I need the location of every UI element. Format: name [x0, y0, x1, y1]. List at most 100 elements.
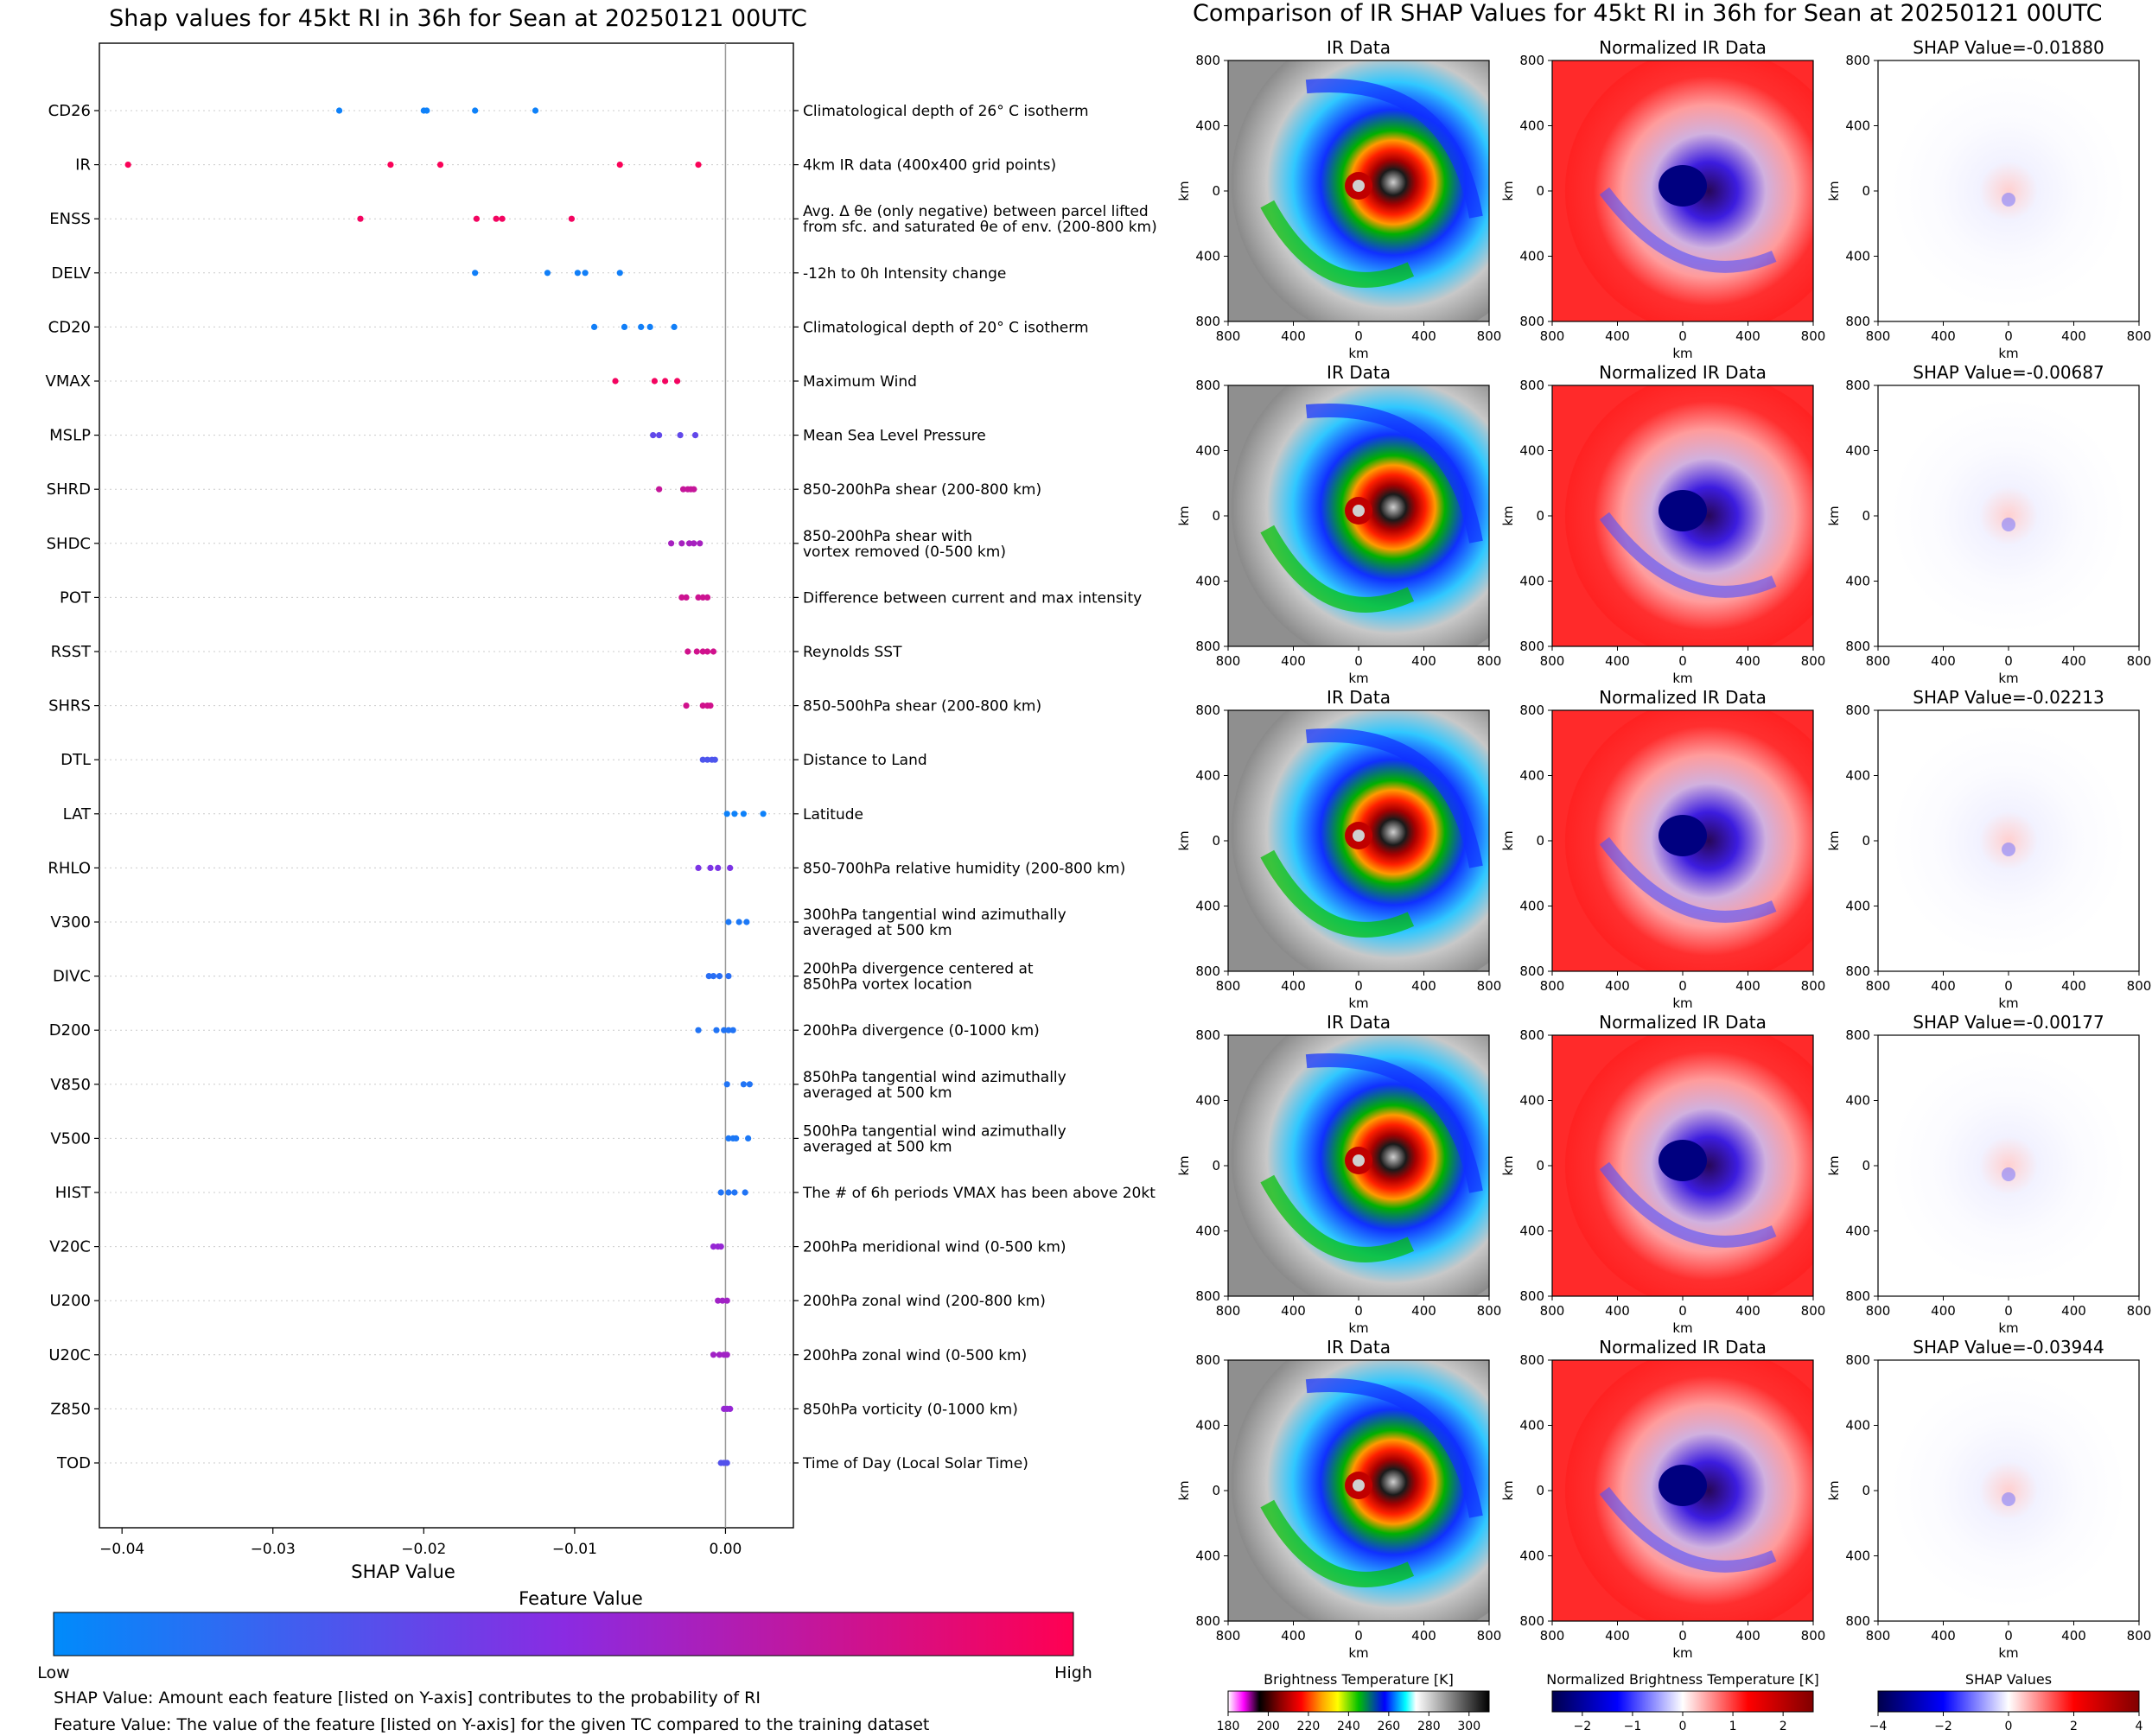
- panel-y-tick-label: 400: [1195, 1093, 1220, 1109]
- panel-x-tick-label: 800: [1866, 1628, 1891, 1644]
- x-tick-label: −0.02: [401, 1541, 446, 1558]
- panel-y-tick-label: 400: [1195, 1418, 1220, 1434]
- shap-point: [532, 107, 539, 114]
- panel-y-tick-label: 800: [1519, 1613, 1544, 1629]
- shap-point: [473, 215, 481, 222]
- ir-rainband: [1305, 1053, 1483, 1193]
- ir-rainband: [1260, 849, 1415, 938]
- norm-panel: 80080040040000400400800800kmkmNormalized…: [1500, 1337, 1825, 1661]
- shap-center: [2002, 1492, 2015, 1506]
- shap-point: [713, 1027, 720, 1033]
- feature-description: 850-700hPa relative humidity (200-800 km…: [803, 860, 1125, 877]
- plot-frame: [99, 42, 794, 1529]
- panel-x-tick-label: 0: [1678, 653, 1687, 669]
- panel-y-tick-label: 400: [1519, 1418, 1544, 1434]
- panel-y-tick-label: 400: [1845, 118, 1870, 134]
- shap-point: [574, 270, 581, 277]
- panel-x-tick-label: 800: [1801, 978, 1826, 994]
- panel-y-label: km: [1500, 1480, 1516, 1500]
- panel-x-tick-label: 400: [1605, 1628, 1630, 1644]
- feature-label: DIVC: [53, 968, 91, 986]
- shap-point: [740, 1081, 747, 1088]
- panel-title: IR Data: [1327, 1337, 1391, 1358]
- panel-y-tick-label: 400: [1195, 443, 1220, 459]
- feature-label: V300: [50, 913, 91, 932]
- shap-point: [650, 432, 657, 439]
- feature-label: D200: [49, 1021, 91, 1040]
- colorbar-tick-label: −2: [1574, 1720, 1592, 1733]
- panel-title: SHAP Value=-0.03944: [1913, 1337, 2104, 1358]
- panel-x-tick-label: 0: [1678, 328, 1687, 344]
- feature-label: RHLO: [48, 859, 91, 877]
- shap-point: [715, 1297, 722, 1304]
- panel-y-tick-label: 400: [1519, 1224, 1544, 1239]
- panel-y-tick-label: 800: [1195, 1352, 1220, 1368]
- colorbar-title: Normalized Brightness Temperature [K]: [1546, 1671, 1819, 1688]
- ir-eye: [1353, 505, 1365, 517]
- feature-label: POT: [60, 588, 92, 607]
- ir-rainband: [1260, 1174, 1415, 1262]
- colorbar-tick-label: −2: [1934, 1720, 1952, 1733]
- x-axis-label: SHAP Value: [351, 1561, 455, 1582]
- footnote-feature-value: Feature Value: The value of the feature …: [54, 1715, 930, 1734]
- shap-point: [727, 864, 734, 872]
- shap-point: [710, 973, 717, 980]
- shap-point: [715, 864, 722, 872]
- feature-description: 850hPa tangential wind azimuthally: [803, 1069, 1066, 1086]
- panel-x-tick-label: 800: [1866, 653, 1891, 669]
- ir-rainband: [1305, 404, 1483, 544]
- colorbar-tick-label: 1: [1729, 1720, 1737, 1733]
- shap-point: [695, 594, 702, 601]
- panel-x-tick-label: 0: [1678, 1303, 1687, 1319]
- colorbar-tick-label: −1: [1624, 1720, 1642, 1733]
- panel-x-tick-label: 400: [1281, 1303, 1306, 1319]
- panel-y-tick-label: 0: [1212, 183, 1220, 199]
- panel-x-label: km: [1998, 1320, 2018, 1336]
- panel-x-tick-label: 0: [1354, 1628, 1363, 1644]
- panel-y-label: km: [1826, 181, 1842, 200]
- panel-x-label: km: [1672, 1320, 1692, 1336]
- panel-x-tick-label: 800: [1801, 1303, 1826, 1319]
- panel-x-tick-label: 800: [1866, 328, 1891, 344]
- panel-y-tick-label: 0: [1212, 1158, 1220, 1173]
- feature-description: 850-200hPa shear with: [803, 528, 972, 545]
- panel-x-tick-label: 800: [1540, 328, 1565, 344]
- panel-title: IR Data: [1327, 1012, 1391, 1033]
- panel-y-tick-label: 800: [1195, 314, 1220, 329]
- norm-core: [1659, 1140, 1707, 1181]
- panel-x-tick-label: 400: [2061, 1628, 2086, 1644]
- feature-description: 200hPa divergence (0-1000 km): [803, 1022, 1040, 1040]
- shap-field: [1891, 723, 2126, 958]
- panel-x-label: km: [1672, 671, 1692, 686]
- panel-x-tick-label: 800: [1216, 1628, 1241, 1644]
- feature-description: Distance to Land: [803, 752, 927, 769]
- shap-point: [621, 323, 628, 330]
- feature-description: from sfc. and saturated θe of env. (200-…: [803, 219, 1157, 236]
- panel-y-tick-label: 400: [1519, 1548, 1544, 1564]
- feature-description: averaged at 500 km: [803, 922, 952, 939]
- x-tick-label: −0.03: [251, 1541, 296, 1558]
- panel-y-tick-label: 400: [1195, 768, 1220, 784]
- shap-point: [472, 270, 479, 277]
- feature-label: HIST: [55, 1184, 92, 1202]
- panel-x-tick-label: 0: [1354, 1303, 1363, 1319]
- panel-y-tick-label: 400: [1845, 1093, 1870, 1109]
- panel-x-tick-label: 800: [1540, 978, 1565, 994]
- colorbar-tick-label: 2: [2070, 1720, 2078, 1733]
- panel-x-tick-label: 800: [1477, 1628, 1502, 1644]
- feature-description: -12h to 0h Intensity change: [803, 265, 1006, 283]
- shap-point: [743, 919, 750, 925]
- panel-x-tick-label: 800: [1801, 328, 1826, 344]
- shap-point: [760, 811, 767, 817]
- panel-y-tick-label: 800: [1845, 1613, 1870, 1629]
- panel-y-tick-label: 800: [1845, 1027, 1870, 1043]
- shap-point: [699, 648, 706, 655]
- panel-x-tick-label: 400: [1411, 978, 1436, 994]
- panel-x-tick-label: 0: [2004, 1628, 2013, 1644]
- norm-core: [1659, 815, 1707, 856]
- ir-rainband: [1305, 79, 1483, 219]
- panel-x-tick-label: 800: [1216, 978, 1241, 994]
- feature-label: DELV: [51, 264, 91, 283]
